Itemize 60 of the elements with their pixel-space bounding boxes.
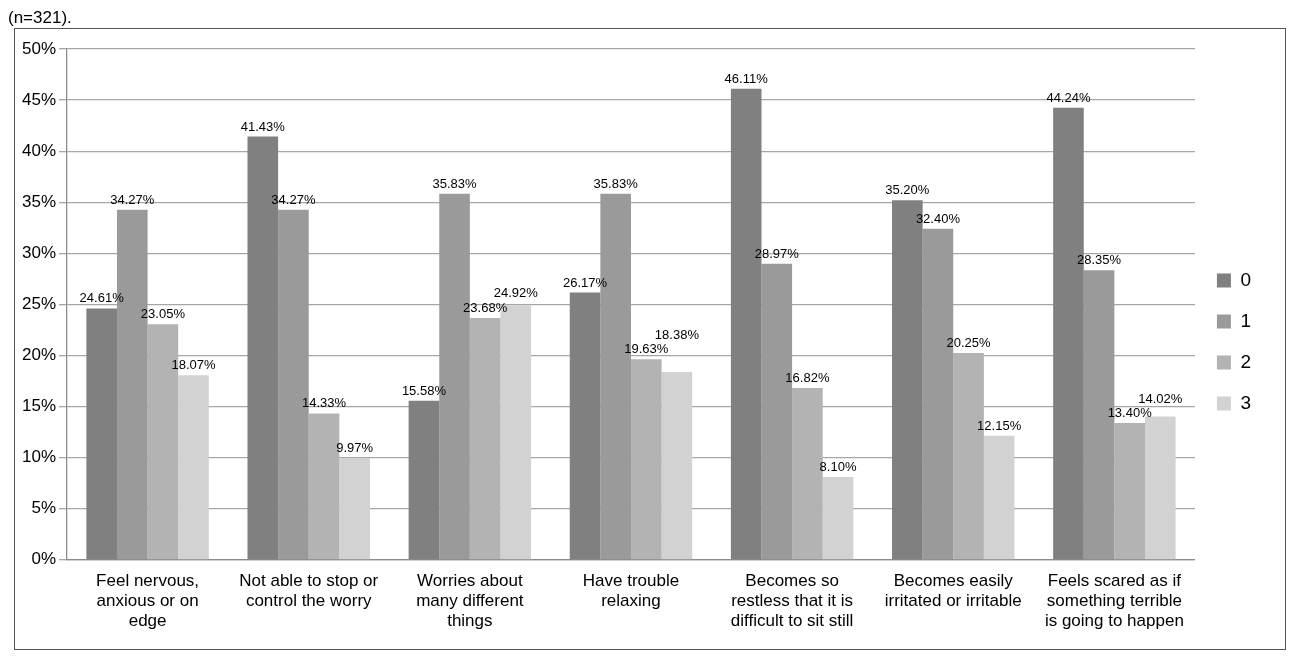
data-label: 44.24% <box>1046 89 1091 105</box>
y-tick-label: 10% <box>21 447 57 467</box>
data-label: 16.82% <box>785 370 830 386</box>
data-label: 28.97% <box>754 245 800 261</box>
data-label: 18.07% <box>171 357 216 373</box>
y-tick-label: 30% <box>21 243 57 263</box>
x-tick-label: Have trouble relaxing <box>582 570 680 611</box>
data-label: 14.02% <box>1138 390 1183 406</box>
bar <box>339 457 370 560</box>
bar <box>661 372 693 560</box>
data-label: 35.83% <box>432 175 478 191</box>
data-label: 12.15% <box>977 417 1022 433</box>
bar <box>1144 416 1176 560</box>
data-label: 18.38% <box>654 327 700 343</box>
data-label: 15.58% <box>401 382 447 398</box>
data-label: 34.27% <box>271 191 316 207</box>
data-label: 13.40% <box>1107 404 1153 420</box>
data-label: 28.35% <box>1077 252 1122 268</box>
y-tick-label: 15% <box>21 396 57 416</box>
data-label: 24.61% <box>79 290 125 306</box>
legend-label: 2 <box>1240 350 1252 372</box>
bar <box>1114 422 1145 560</box>
text: (n=321). <box>8 8 73 28</box>
y-tick-label: 0% <box>31 549 57 569</box>
y-tick-label: 50% <box>21 38 57 58</box>
data-label: 46.11% <box>724 70 769 86</box>
bar <box>822 477 854 560</box>
data-label: 8.10% <box>819 459 857 475</box>
data-label: 20.25% <box>946 335 992 350</box>
x-tick-label: Feel nervous, anxious or on edge <box>96 570 200 631</box>
data-label: 9.97% <box>336 440 374 456</box>
data-label: 32.40% <box>915 210 961 226</box>
legend-label: 1 <box>1240 309 1252 331</box>
x-tick-label: Not able to stop or control the worry <box>239 570 379 611</box>
legend-label: 3 <box>1240 391 1252 413</box>
bar <box>178 375 209 560</box>
data-label: 19.63% <box>624 341 669 357</box>
data-label: 34.27% <box>110 191 155 207</box>
y-tick-label: 45% <box>21 89 57 109</box>
y-tick-label: 5% <box>31 498 57 518</box>
y-tick-label: 20% <box>21 345 57 365</box>
data-label: 35.20% <box>885 182 930 198</box>
data-label: 41.43% <box>240 118 286 134</box>
data-label: 26.17% <box>563 274 608 290</box>
y-tick-label: 35% <box>21 191 57 211</box>
bar <box>630 359 662 560</box>
x-tick-label: Worries about many different things <box>416 570 524 631</box>
x-tick-label: Becomes so restless that it is difficult to sit still <box>730 570 854 631</box>
data-label: 35.83% <box>593 175 639 191</box>
bar <box>983 435 1015 560</box>
x-tick-label: Feels scared as if something terrible is going to happen <box>1044 570 1184 631</box>
data-label: 24.92% <box>493 285 539 301</box>
data-label: 23.05% <box>140 306 186 322</box>
bar <box>469 317 501 560</box>
y-tick-label: 25% <box>21 294 57 314</box>
legend-label: 0 <box>1240 268 1252 290</box>
data-label: 14.33% <box>301 395 347 411</box>
x-tick-label: Becomes easily irritated or irritable <box>884 570 1022 611</box>
y-tick-label: 40% <box>21 140 57 160</box>
data-label: 23.68% <box>463 299 508 315</box>
